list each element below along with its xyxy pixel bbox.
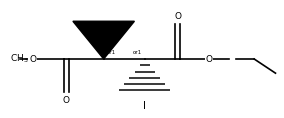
Text: O: O xyxy=(205,55,212,63)
Text: O: O xyxy=(174,12,181,21)
Text: or1: or1 xyxy=(133,51,142,55)
Text: I: I xyxy=(143,101,146,112)
Text: O: O xyxy=(63,96,70,105)
Polygon shape xyxy=(73,21,134,59)
Text: or1: or1 xyxy=(106,51,116,55)
Text: O: O xyxy=(29,55,36,63)
Text: CH$_3$: CH$_3$ xyxy=(10,53,29,65)
